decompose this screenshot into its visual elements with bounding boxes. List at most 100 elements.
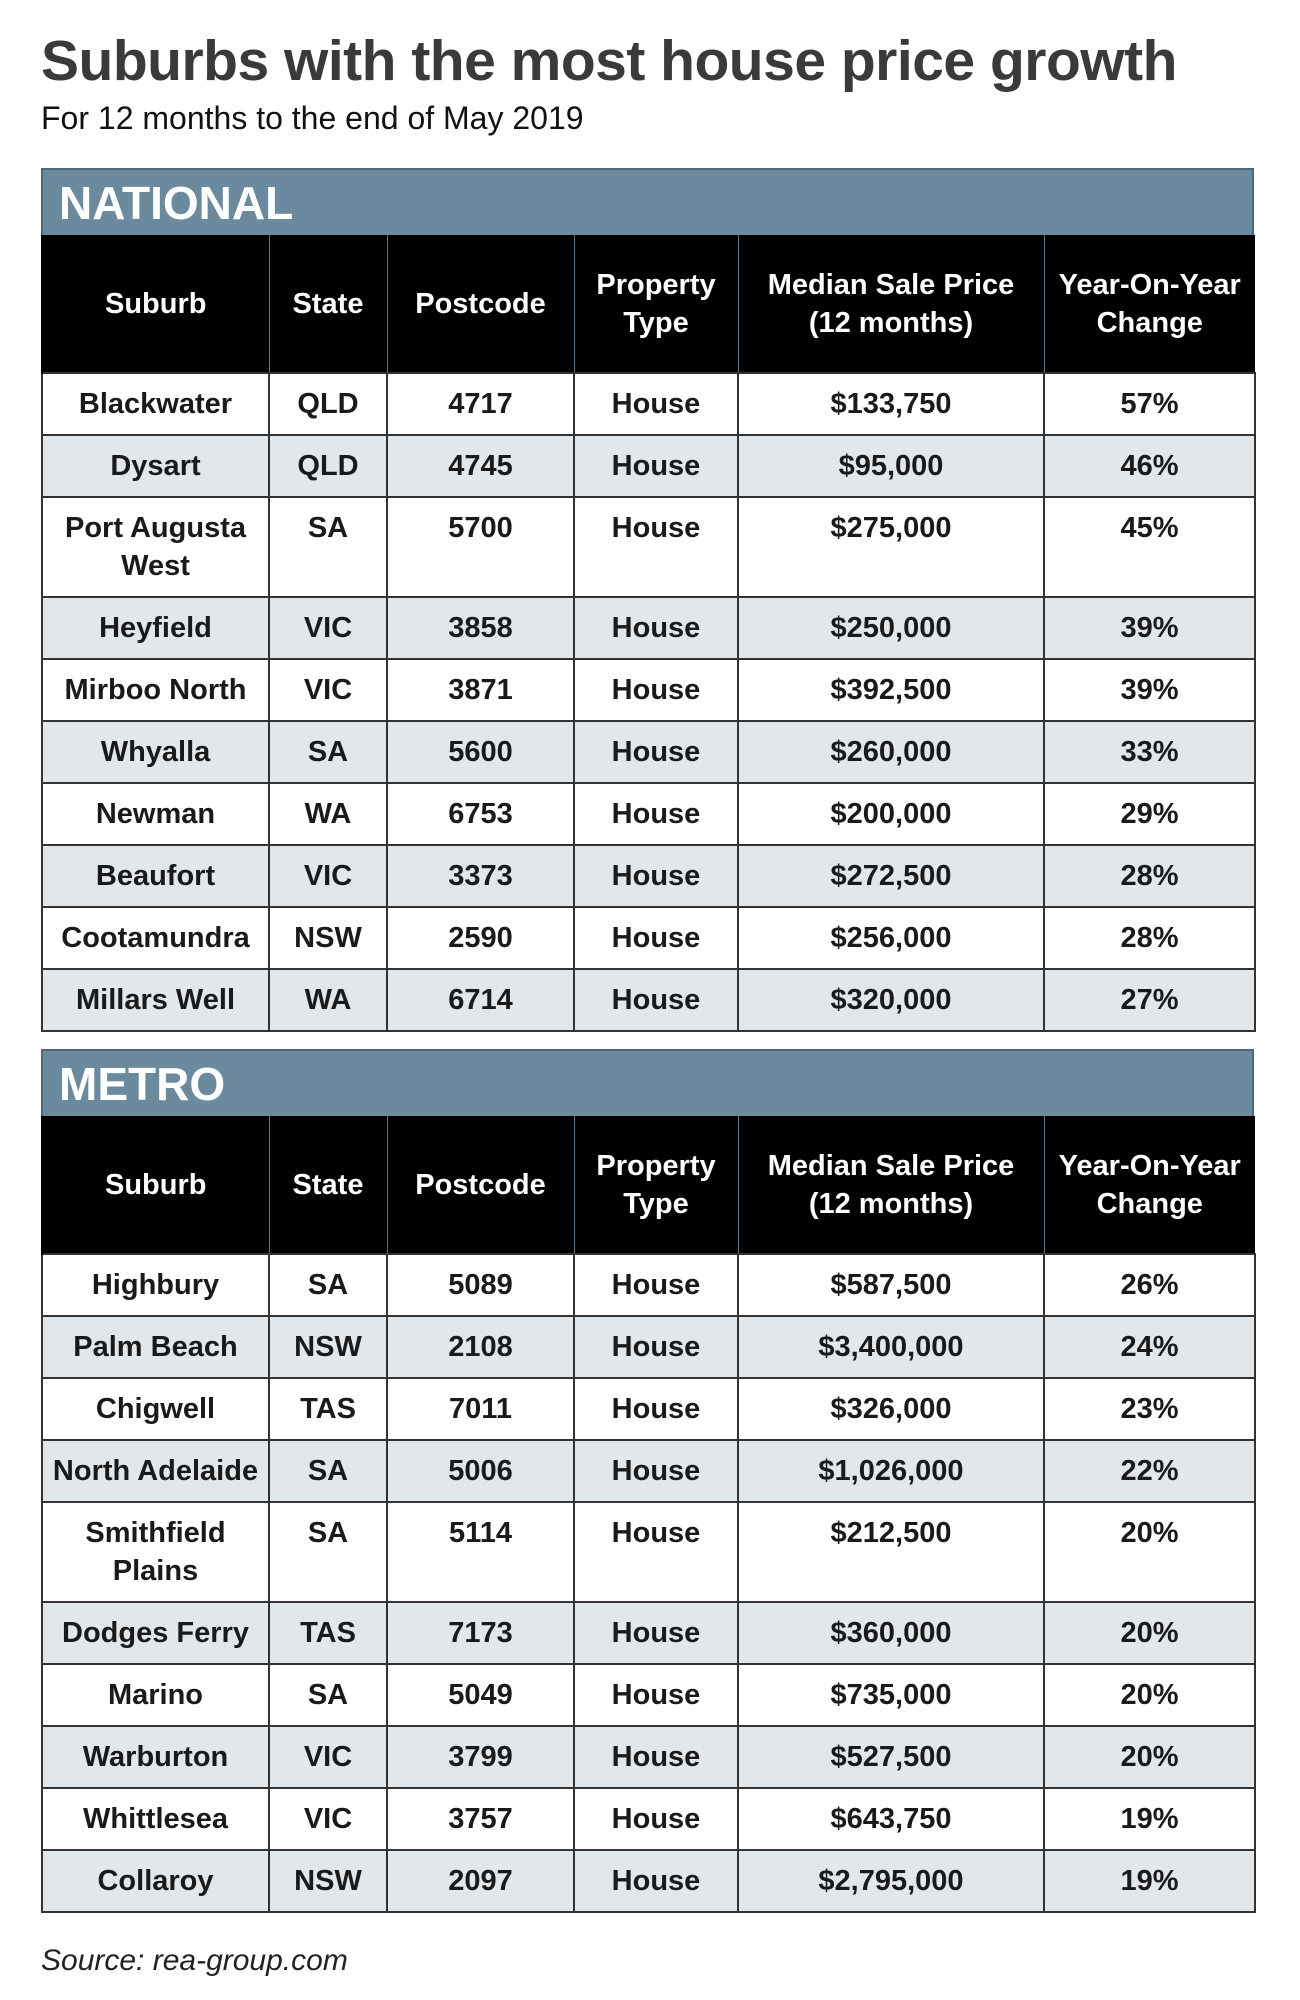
row: Smithfield Plains SA 5114 House $212,500 20% [41, 1501, 1256, 1603]
cell: 5006 [386, 1439, 575, 1503]
header-row: Suburb State Postcode Property Type Median S… [41, 1116, 1255, 1254]
cell: $256,000 [737, 906, 1045, 970]
cell: 2097 [386, 1849, 575, 1913]
cell: Cootamundra [41, 906, 270, 970]
column-header: Property Type [573, 1116, 738, 1254]
cell: 28% [1043, 906, 1256, 970]
cell: 23% [1043, 1377, 1256, 1441]
row: Beaufort VIC 3373 House $272,500 28% [41, 844, 1256, 908]
cell: WA [268, 968, 388, 1032]
cell: TAS [268, 1377, 388, 1441]
cell: 3373 [386, 844, 575, 908]
cell: 6753 [386, 782, 575, 846]
cell: 20% [1043, 1601, 1256, 1665]
cell: 2590 [386, 906, 575, 970]
cell: House [573, 782, 739, 846]
subtitle: For 12 months to the end of May 2019 [41, 100, 584, 136]
cell: 5089 [386, 1253, 575, 1317]
cell: 39% [1043, 596, 1256, 660]
cell: House [573, 658, 739, 722]
metro-section: METRO Suburb State Postcode Property Type Med… [41, 1049, 1256, 1913]
table-head: Suburb State Postcode Property Type Median S… [41, 1116, 1255, 1254]
cell: $272,500 [737, 844, 1045, 908]
cell: $2,795,000 [737, 1849, 1045, 1913]
cell: QLD [268, 434, 388, 498]
cell: House [573, 372, 739, 436]
cell: VIC [268, 844, 388, 908]
cell: 45% [1043, 496, 1256, 598]
row: North Adelaide SA 5006 House $1,026,000 22% [41, 1439, 1256, 1503]
cell: 46% [1043, 434, 1256, 498]
cell: Mirboo North [41, 658, 270, 722]
cell: NSW [268, 1849, 388, 1913]
source: Source: rea-group.com [41, 1944, 348, 1977]
cell: Warburton [41, 1725, 270, 1789]
cell: House [573, 1725, 739, 1789]
row: Mirboo North VIC 3871 House $392,500 39% [41, 658, 1256, 722]
cell: 19% [1043, 1849, 1256, 1913]
cell: 3858 [386, 596, 575, 660]
cell: 5049 [386, 1663, 575, 1727]
column-header: Year-On-Year Change [1043, 235, 1255, 373]
cell: House [573, 1849, 739, 1913]
cell: 39% [1043, 658, 1256, 722]
cell: Millars Well [41, 968, 270, 1032]
cell: SA [268, 720, 388, 784]
cell: House [573, 1663, 739, 1727]
cell: 26% [1043, 1253, 1256, 1317]
cell: 4717 [386, 372, 575, 436]
cell: 20% [1043, 1663, 1256, 1727]
cell: TAS [268, 1601, 388, 1665]
section-title: METRO [41, 1049, 1254, 1116]
cell: $587,500 [737, 1253, 1045, 1317]
cell: 7011 [386, 1377, 575, 1441]
cell: 7173 [386, 1601, 575, 1665]
cell: 3871 [386, 658, 575, 722]
cell: House [573, 1253, 739, 1317]
cell: Port Augusta West [41, 496, 270, 598]
cell: Dodges Ferry [41, 1601, 270, 1665]
cell: House [573, 1439, 739, 1503]
row: Dodges Ferry TAS 7173 House $360,000 20% [41, 1601, 1256, 1665]
cell: 24% [1043, 1315, 1256, 1379]
cell: 5600 [386, 720, 575, 784]
cell: 20% [1043, 1501, 1256, 1603]
cell: $735,000 [737, 1663, 1045, 1727]
table-body: Blackwater QLD 4717 House $133,750 57% Dysart Q… [41, 372, 1256, 1032]
cell: 3799 [386, 1725, 575, 1789]
cell: $3,400,000 [737, 1315, 1045, 1379]
cell: House [573, 434, 739, 498]
cell: Heyfield [41, 596, 270, 660]
cell: $643,750 [737, 1787, 1045, 1851]
column-header: Median Sale Price (12 months) [737, 235, 1044, 373]
row: Whyalla SA 5600 House $260,000 33% [41, 720, 1256, 784]
cell: $200,000 [737, 782, 1045, 846]
cell: Marino [41, 1663, 270, 1727]
row: Millars Well WA 6714 House $320,000 27% [41, 968, 1256, 1032]
cell: $392,500 [737, 658, 1045, 722]
cell: $260,000 [737, 720, 1045, 784]
column-header: Median Sale Price (12 months) [737, 1116, 1044, 1254]
data-table: Suburb State Postcode Property Type Median S… [41, 1116, 1256, 1913]
cell: SA [268, 1439, 388, 1503]
cell: Whyalla [41, 720, 270, 784]
row: Blackwater QLD 4717 House $133,750 57% [41, 372, 1256, 436]
cell: SA [268, 1501, 388, 1603]
cell: $527,500 [737, 1725, 1045, 1789]
table-head: Suburb State Postcode Property Type Median S… [41, 235, 1255, 373]
cell: Whittlesea [41, 1787, 270, 1851]
cell: Newman [41, 782, 270, 846]
cell: VIC [268, 1725, 388, 1789]
cell: $1,026,000 [737, 1439, 1045, 1503]
cell: House [573, 844, 739, 908]
row: Warburton VIC 3799 House $527,500 20% [41, 1725, 1256, 1789]
row: Collaroy NSW 2097 House $2,795,000 19% [41, 1849, 1256, 1913]
row: Chigwell TAS 7011 House $326,000 23% [41, 1377, 1256, 1441]
row: Heyfield VIC 3858 House $250,000 39% [41, 596, 1256, 660]
cell: 20% [1043, 1725, 1256, 1789]
cell: House [573, 596, 739, 660]
cell: House [573, 906, 739, 970]
cell: Collaroy [41, 1849, 270, 1913]
cell: House [573, 1501, 739, 1603]
